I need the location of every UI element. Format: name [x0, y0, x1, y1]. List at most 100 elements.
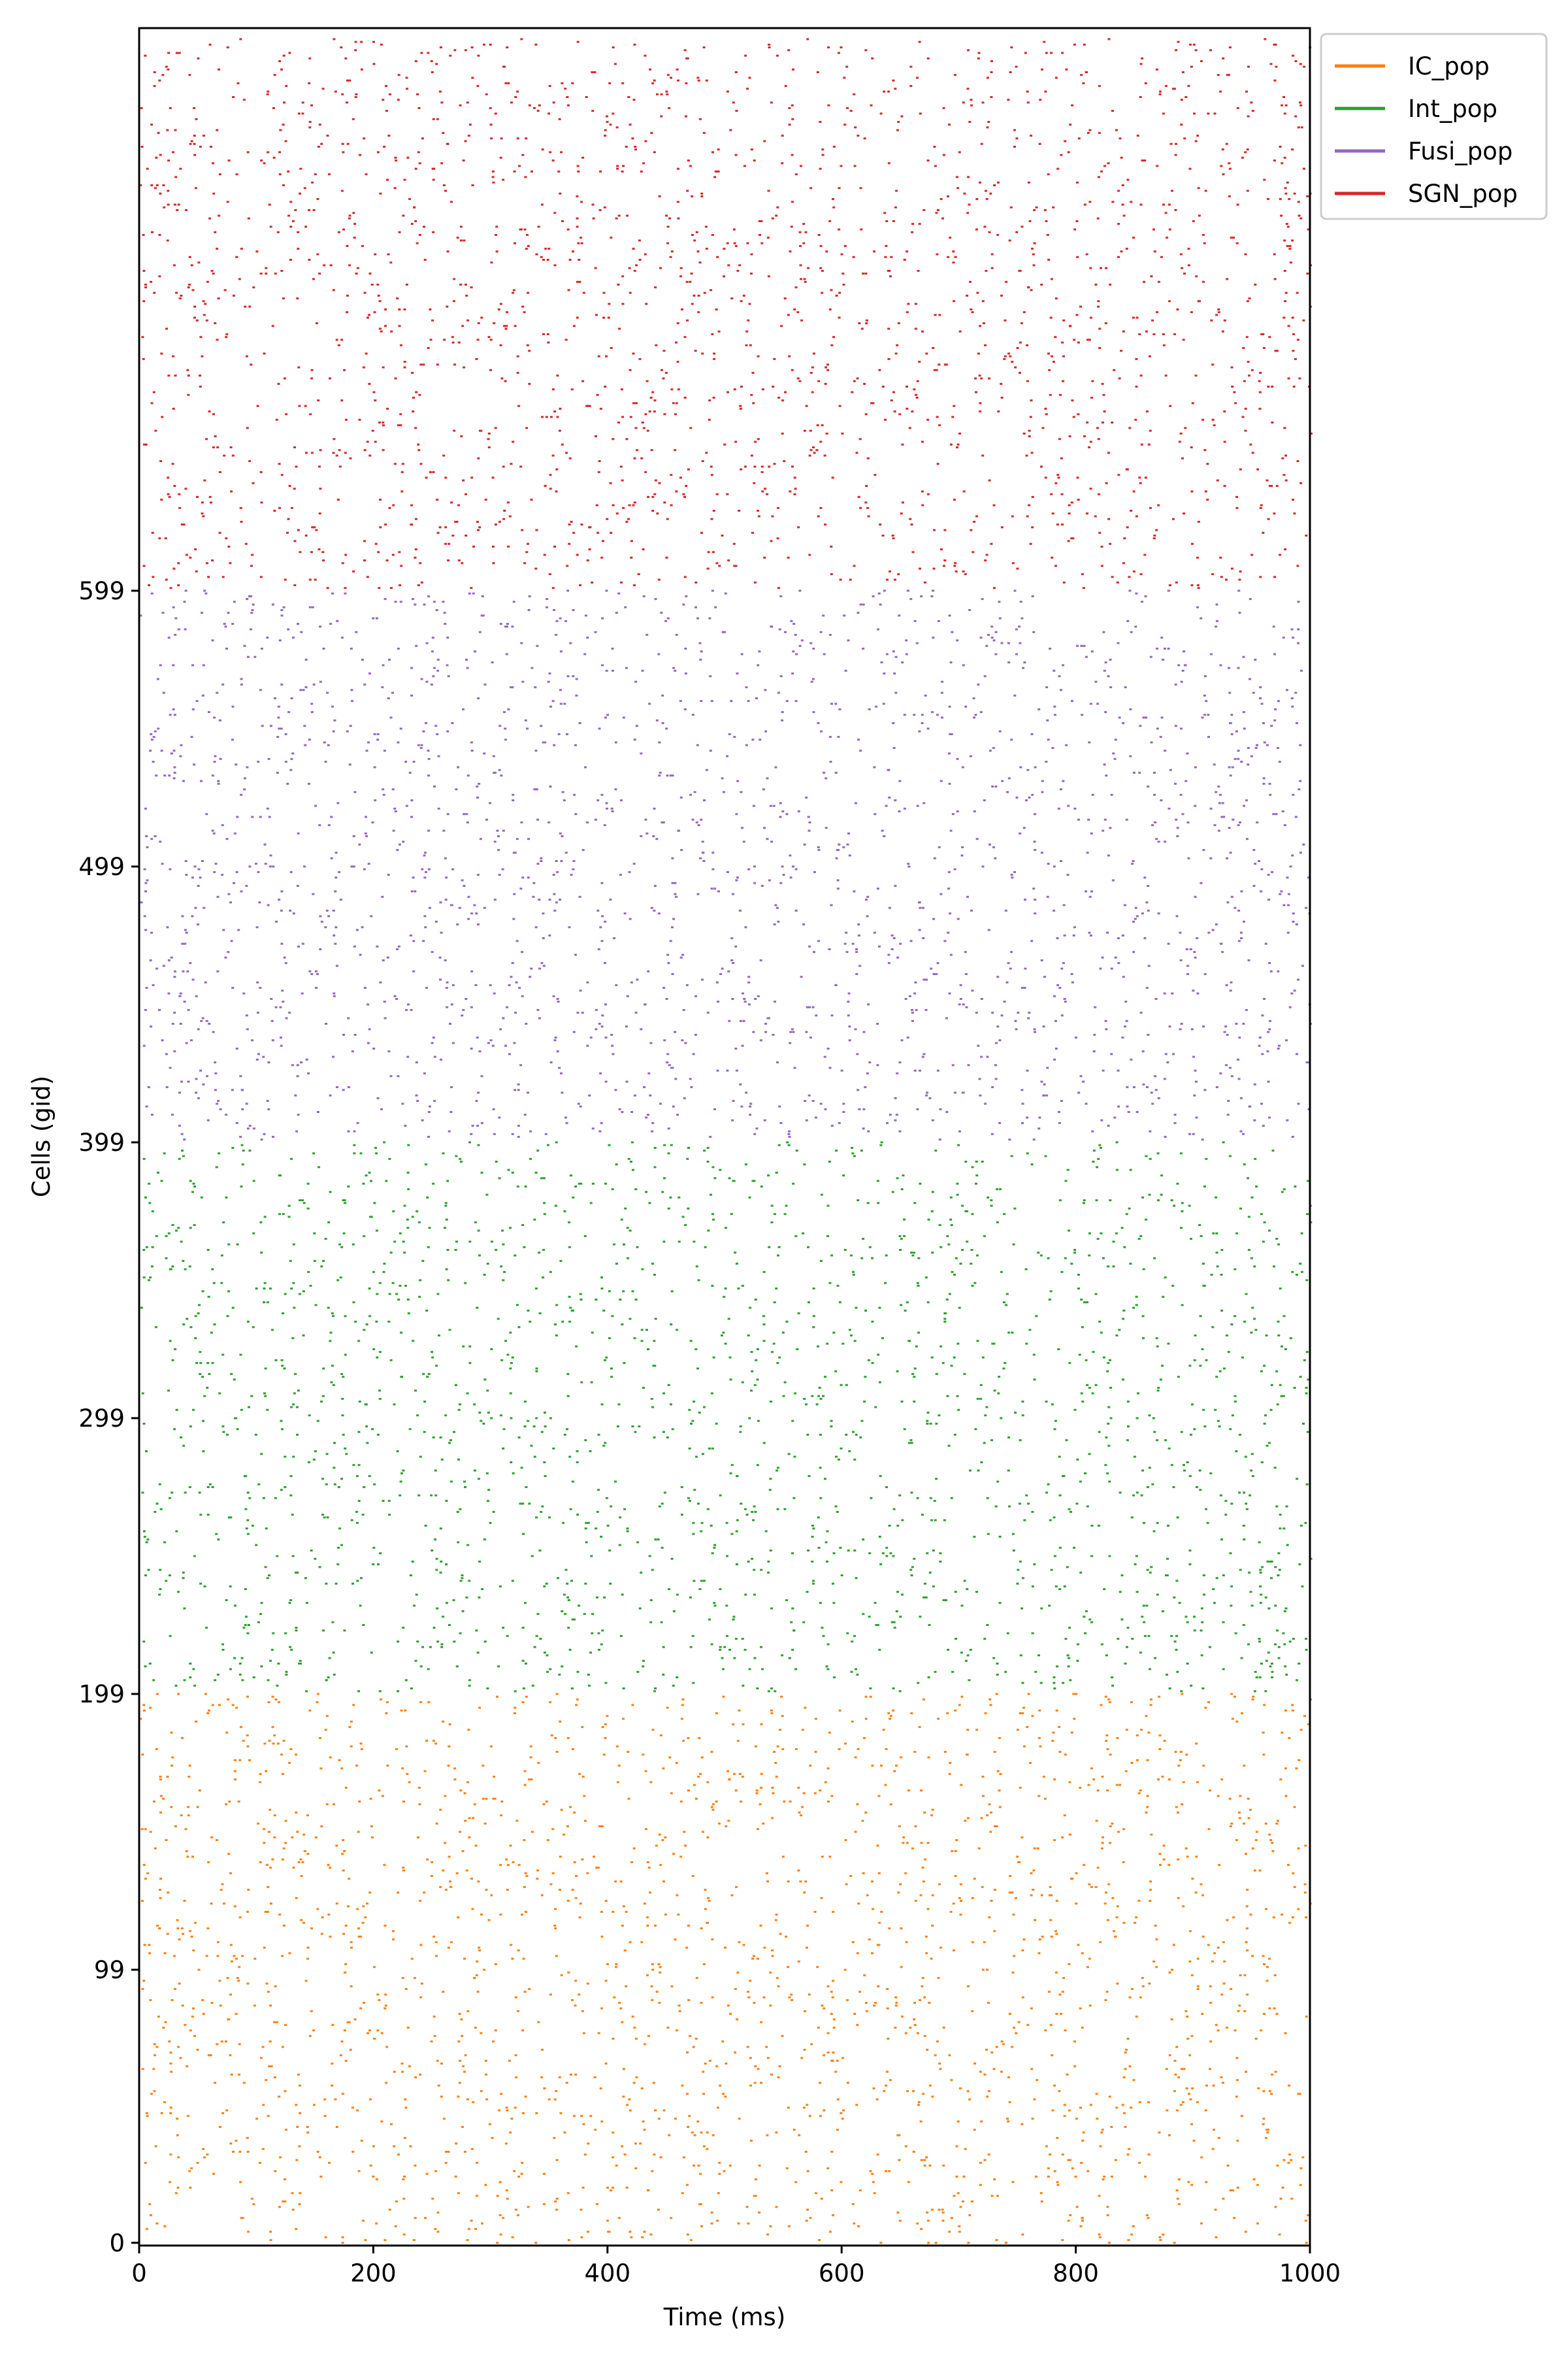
spike-mark [900, 1188, 904, 1191]
spike-mark [907, 1442, 911, 1444]
spike-mark [1243, 1163, 1246, 1166]
spike-mark [1011, 2046, 1014, 2048]
spike-mark [227, 2018, 231, 2021]
spike-mark [466, 1544, 470, 1546]
spike-mark [324, 1729, 327, 1731]
spike-mark [619, 2007, 623, 2010]
spike-mark [669, 1403, 672, 1406]
spike-mark [378, 1282, 382, 1284]
spike-mark [431, 951, 434, 954]
spike-mark [979, 1397, 983, 1400]
spike-mark [357, 1431, 361, 1433]
spike-mark [276, 1684, 279, 1687]
spike-mark [821, 2004, 824, 2007]
spike-mark [1297, 2093, 1300, 2095]
spike-mark [713, 1546, 716, 1549]
spike-mark [516, 1304, 519, 1306]
spike-mark [1095, 1199, 1098, 1202]
spike-mark [431, 1351, 434, 1353]
spike-mark [864, 1376, 867, 1378]
spike-mark [414, 2076, 417, 2079]
spike-mark [407, 1003, 410, 1006]
spike-mark [514, 2208, 517, 2211]
spike-mark [427, 1372, 431, 1375]
spike-mark [802, 923, 806, 925]
spike-mark [359, 1577, 363, 1580]
spike-mark [602, 1309, 606, 1312]
spike-mark [711, 2134, 715, 2136]
spike-mark [197, 885, 200, 887]
spike-mark [378, 1351, 382, 1353]
spike-mark [265, 1864, 269, 1867]
spike-mark [1127, 1425, 1130, 1428]
spike-mark [817, 1395, 821, 1397]
spike-mark [235, 2013, 238, 2015]
spike-mark [1067, 2159, 1070, 2161]
spike-mark [1117, 962, 1120, 965]
spike-mark [611, 1188, 614, 1191]
spike-mark [370, 1651, 373, 1654]
spike-mark [485, 1797, 488, 1800]
spike-mark [560, 1072, 563, 1074]
spike-mark [785, 1320, 789, 1323]
spike-mark [196, 1806, 199, 1808]
spike-mark [219, 2126, 221, 2128]
spike-mark [813, 951, 816, 954]
spike-mark [830, 2151, 834, 2153]
spike-mark [378, 1690, 382, 1693]
spike-mark [1274, 1604, 1277, 1607]
spike-mark [726, 1069, 729, 1072]
spike-mark [548, 899, 551, 901]
spike-mark [1281, 2186, 1284, 2189]
spike-mark [938, 1883, 941, 1885]
spike-mark [845, 1883, 848, 1885]
spike-mark [1254, 1670, 1257, 1673]
spike-mark [783, 1508, 787, 1510]
spike-mark [181, 1150, 184, 1152]
spike-mark [502, 1017, 505, 1020]
spike-mark [1242, 1525, 1245, 1527]
spike-mark [595, 1008, 598, 1011]
spike-mark [608, 2231, 611, 2233]
spike-mark [942, 1599, 945, 1601]
spike-mark [991, 1012, 994, 1014]
spike-mark [186, 1855, 189, 1858]
spike-mark [246, 1695, 249, 1698]
spike-mark [873, 2004, 875, 2007]
spike-mark [159, 1508, 163, 1510]
spike-mark [1249, 1591, 1252, 1593]
spike-mark [554, 1927, 557, 1930]
spike-mark [554, 1908, 557, 1910]
spike-mark [1140, 1494, 1143, 1497]
spike-mark [1043, 1797, 1047, 1800]
spike-mark [828, 1161, 831, 1163]
spike-mark [870, 1880, 874, 1883]
spike-mark [1028, 1012, 1031, 1014]
spike-mark [334, 942, 337, 945]
spike-mark [1055, 1709, 1058, 1712]
spike-mark [630, 1141, 634, 1144]
spike-mark [165, 1580, 168, 1582]
spike-mark [307, 1072, 310, 1074]
spike-mark [379, 981, 382, 984]
spike-mark [1150, 1833, 1153, 1836]
spike-mark [1154, 1075, 1157, 1078]
spike-mark [512, 1472, 515, 1474]
spike-mark [913, 1751, 917, 1753]
spike-mark [490, 1348, 493, 1350]
spike-mark [1284, 1348, 1287, 1350]
spike-mark [142, 1980, 146, 1982]
spike-mark [194, 1337, 197, 1340]
spike-mark [1201, 1935, 1205, 1938]
spike-mark [205, 1020, 208, 1022]
spike-mark [1109, 1753, 1112, 1756]
spike-mark [964, 973, 968, 975]
spike-mark [616, 1781, 619, 1784]
spike-mark [157, 2016, 160, 2018]
spike-mark [1072, 934, 1075, 937]
spike-mark [197, 1028, 200, 1031]
spike-mark [715, 1800, 718, 1803]
spike-mark [453, 1767, 457, 1770]
spike-mark [629, 1229, 632, 1232]
spike-mark [771, 1817, 774, 1819]
